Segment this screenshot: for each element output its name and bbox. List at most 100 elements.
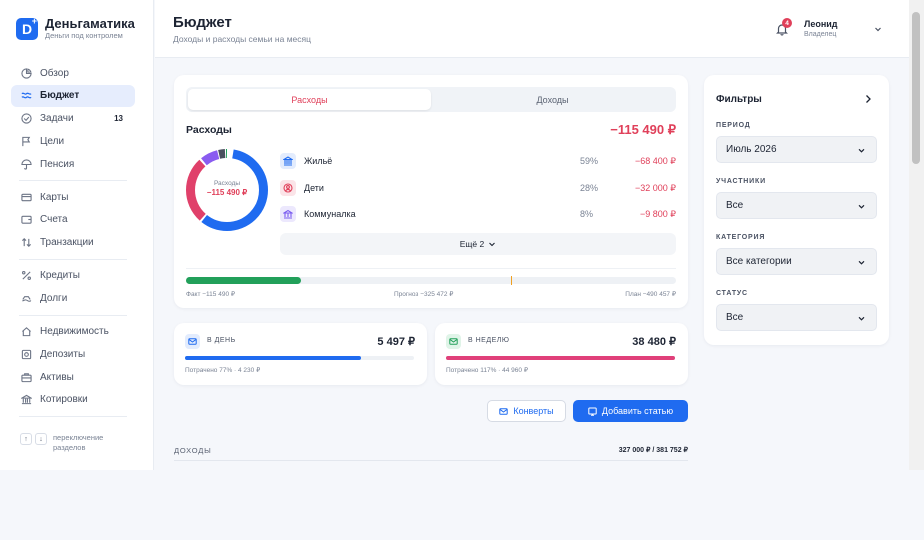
envelope-icon [185, 334, 200, 349]
chevron-down-icon [858, 148, 865, 153]
donut-segment-housing [186, 149, 268, 231]
sidebar-nav: Обзор Бюджет Задачи 13 Цели Пенсия Карты… [11, 62, 135, 422]
expenses-total: −115 490 ₽ [610, 122, 676, 137]
donut-center-label: Расходы [213, 180, 241, 187]
brand[interactable]: D + Деньгаматика Деньги под контролем [16, 16, 135, 41]
daily-note: Потрачено 77% · 4 230 ₽ [185, 367, 261, 374]
sidebar-item-real-estate[interactable]: Недвижимость [11, 321, 135, 343]
arrow-down-key[interactable]: ↓ [35, 433, 47, 445]
filters-panel: Фильтры ПЕРИОД Июль 2026 УЧАСТНИКИ Все К… [704, 75, 889, 345]
card-icon [20, 191, 32, 203]
daily-label: В ДЕНЬ [207, 337, 236, 344]
user-role: Владелец [804, 31, 837, 38]
child-icon [280, 180, 296, 196]
weekly-label: В НЕДЕЛЮ [468, 337, 510, 344]
user-name[interactable]: Леонид [804, 19, 838, 29]
sidebar-item-debts[interactable]: Долги [11, 288, 135, 310]
weekly-limit-card: В НЕДЕЛЮ 38 480 ₽ Потрачено 117% · 44 96… [435, 323, 688, 385]
page-subtitle: Доходы и расходы семьи на месяц [173, 34, 311, 44]
house-icon [20, 326, 32, 338]
period-select[interactable]: Июль 2026 [716, 136, 877, 163]
sidebar-item-tasks[interactable]: Задачи 13 [11, 108, 135, 130]
check-circle-icon [20, 113, 32, 125]
nav-divider [19, 180, 127, 182]
app-tagline: Деньги под контролем [45, 31, 123, 40]
tab-expenses[interactable]: Расходы [188, 89, 431, 110]
sidebar-item-assets[interactable]: Активы [11, 366, 135, 388]
members-select[interactable]: Все [716, 192, 877, 219]
donut-segment-children [186, 149, 268, 231]
utility-icon [280, 206, 296, 222]
category-select[interactable]: Все категории [716, 248, 877, 275]
briefcase-icon [20, 371, 32, 383]
sidebar-item-goals[interactable]: Цели [11, 130, 135, 152]
divider [174, 460, 688, 461]
notification-badge: 4 [782, 18, 792, 28]
show-more-button[interactable]: Ещё 2 [280, 233, 676, 255]
scrollbar-thumb[interactable] [912, 12, 920, 164]
nav-divider [19, 415, 127, 417]
nav-divider [19, 258, 127, 260]
nav-divider [19, 314, 127, 316]
daily-limit-card: В ДЕНЬ 5 497 ₽ Потрачено 77% · 4 230 ₽ [174, 323, 427, 385]
sidebar-item-cards[interactable]: Карты [11, 186, 135, 208]
budget-progress-bar [186, 276, 676, 285]
weekly-value: 38 480 ₽ [632, 336, 676, 348]
category-row[interactable]: Дети 28% −32 000 ₽ [280, 178, 676, 198]
period-label: ПЕРИОД [716, 122, 751, 129]
sidebar-item-deposits[interactable]: Депозиты [11, 343, 135, 365]
tab-income[interactable]: Доходы [536, 94, 569, 105]
chevron-down-icon [489, 242, 496, 247]
expenses-donut-chart [186, 149, 268, 231]
fact-label: Факт −115 490 ₽ [186, 291, 236, 298]
sidebar-item-budget[interactable]: Бюджет [11, 84, 135, 107]
safe-icon [20, 348, 32, 360]
sidebar-item-pension[interactable]: Пенсия [11, 153, 135, 175]
expenses-section-title: Расходы [186, 124, 232, 136]
budget-tabs: Расходы Доходы [186, 87, 676, 112]
category-row[interactable]: Жильё 59% −68 400 ₽ [280, 151, 676, 171]
category-row[interactable]: Коммуналка 8% −9 800 ₽ [280, 204, 676, 224]
percent-icon [20, 270, 32, 282]
daily-progress-bar [185, 356, 414, 360]
envelope-icon [446, 334, 461, 349]
donut-segment-other-2 [186, 149, 268, 231]
expenses-card: Расходы Доходы Расходы −115 490 ₽ Расход… [174, 75, 688, 308]
pie-chart-icon [20, 67, 32, 79]
chevron-down-icon [858, 204, 865, 209]
debt-icon [20, 293, 32, 305]
fact-progress-fill [186, 277, 302, 284]
forecast-label: Прогноз −325 472 ₽ [394, 291, 454, 298]
budget-icon [20, 90, 32, 102]
transfer-icon [20, 237, 32, 249]
page-background [0, 470, 924, 540]
income-section-value: 327 000 ₽ / 381 752 ₽ [618, 447, 688, 454]
app-name: Деньгаматика [45, 16, 135, 31]
chevron-down-icon [858, 316, 865, 321]
weekly-progress-fill [446, 356, 675, 360]
daily-value: 5 497 ₽ [377, 336, 415, 348]
status-select[interactable]: Все [716, 304, 877, 331]
page-title: Бюджет [173, 14, 232, 31]
sidebar-item-accounts[interactable]: Счета [11, 209, 135, 231]
add-item-button[interactable]: Добавить статью [573, 400, 688, 422]
arrow-up-key[interactable]: ↑ [20, 433, 32, 445]
page-header: Бюджет Доходы и расходы семьи на месяц 4… [155, 0, 909, 58]
building-icon [280, 153, 296, 169]
sidebar-item-loans[interactable]: Кредиты [11, 265, 135, 287]
sidebar-item-quotes[interactable]: Котировки [11, 389, 135, 411]
sidebar-item-overview[interactable]: Обзор [11, 62, 135, 84]
donut-center-value: −115 490 ₽ [206, 188, 248, 197]
envelopes-button[interactable]: Конверты [487, 400, 566, 422]
forecast-marker [510, 276, 512, 285]
filters-title: Фильтры [716, 94, 762, 105]
sidebar: D + Деньгаматика Деньги под контролем Обз… [0, 0, 154, 470]
members-label: УЧАСТНИКИ [716, 178, 766, 185]
status-label: СТАТУС [716, 290, 748, 297]
weekly-progress-bar [446, 356, 675, 360]
chevron-right-icon[interactable] [863, 94, 873, 104]
sidebar-item-transactions[interactable]: Транзакции [11, 232, 135, 254]
tasks-count-badge: 13 [114, 114, 123, 124]
chevron-down-icon[interactable] [873, 24, 883, 34]
wallet-icon [20, 214, 32, 226]
